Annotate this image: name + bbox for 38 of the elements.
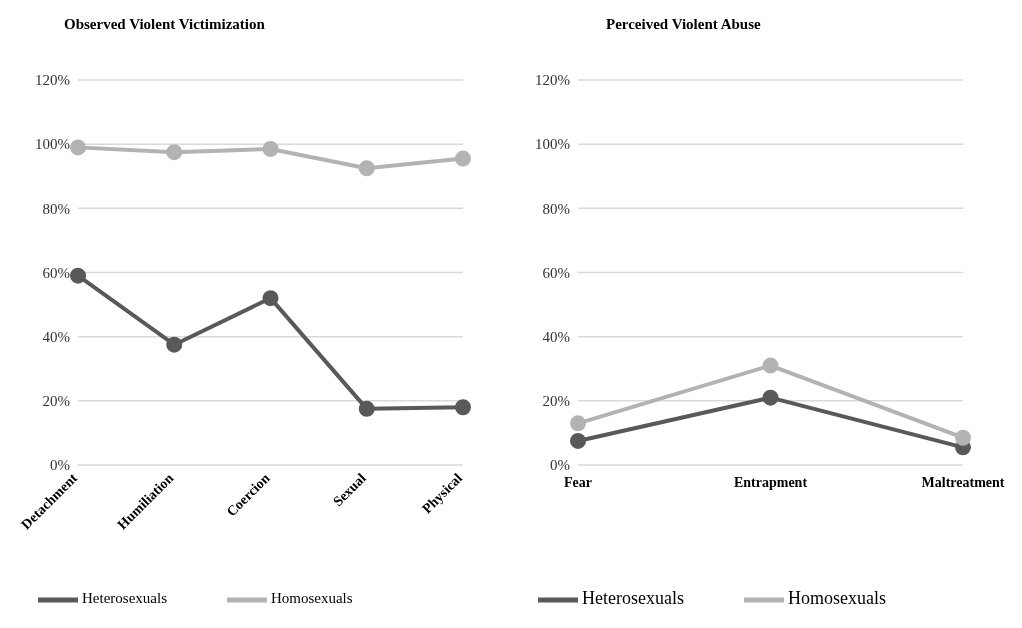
point xyxy=(455,150,471,167)
point xyxy=(262,140,279,157)
y-tick-label: 100% xyxy=(35,136,70,153)
chart-title: Perceived Violent Abuse xyxy=(605,15,762,34)
legend-label: Heterosexuals xyxy=(582,588,684,609)
x-tick-label: Entrapment xyxy=(733,475,808,490)
point xyxy=(762,357,779,374)
legend-label: Homosexuals xyxy=(787,588,886,609)
y-tick-label: 40% xyxy=(42,328,70,345)
legend-label: Heterosexuals xyxy=(82,590,167,607)
y-tick-label: 20% xyxy=(42,393,70,410)
y-tick-label: 60% xyxy=(42,264,70,281)
y-tick-label: 80% xyxy=(542,200,570,217)
x-tick-label: Fear xyxy=(564,475,592,490)
point xyxy=(166,144,183,161)
point xyxy=(762,389,779,406)
y-tick-label: 0% xyxy=(50,457,70,474)
point xyxy=(358,400,375,417)
chart-title: Observed Violent Victimization xyxy=(63,15,266,34)
point xyxy=(262,290,279,307)
y-tick-label: 20% xyxy=(542,393,570,410)
point xyxy=(955,429,971,446)
x-tick-label: Maltreatment xyxy=(921,475,1005,490)
legend-label: Homosexuals xyxy=(270,590,353,607)
y-tick-label: 80% xyxy=(42,200,70,217)
point xyxy=(570,432,586,449)
point xyxy=(166,336,183,353)
point xyxy=(358,160,375,177)
point xyxy=(70,267,86,284)
y-tick-label: 0% xyxy=(550,457,570,474)
point xyxy=(570,415,586,432)
y-tick-label: 120% xyxy=(35,72,70,89)
y-tick-label: 60% xyxy=(542,264,570,281)
point xyxy=(455,399,471,416)
y-tick-label: 40% xyxy=(542,328,570,345)
y-tick-label: 100% xyxy=(535,136,570,153)
point xyxy=(70,139,86,156)
y-tick-label: 120% xyxy=(535,72,570,89)
